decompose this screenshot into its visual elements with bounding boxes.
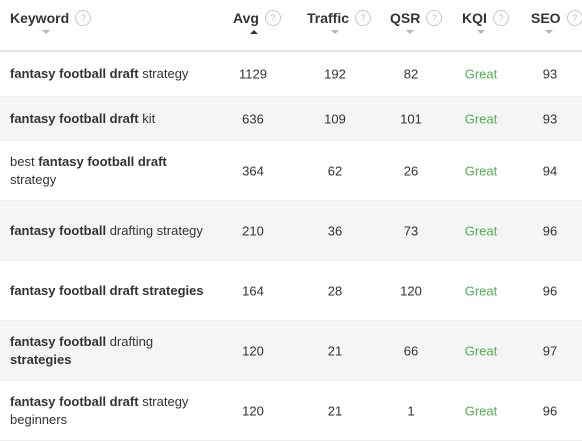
keyword-text-part: best (10, 153, 39, 169)
keyword-cell[interactable]: fantasy football draft kit (10, 110, 210, 128)
keyword-text-part: fantasy football draft (38, 153, 167, 169)
traffic-cell: 21 (327, 343, 343, 358)
avg-cell: 164 (242, 283, 264, 298)
kqi-cell: Great (464, 343, 498, 358)
table-row[interactable]: fantasy football draft strategies 164 28 12… (0, 261, 582, 321)
avg-cell: 210 (242, 223, 264, 238)
traffic-cell: 62 (327, 163, 343, 178)
help-icon[interactable]: ? (566, 10, 582, 26)
column-label: QSR (390, 10, 421, 26)
seo-cell: 97 (542, 343, 558, 358)
traffic-cell: 36 (327, 223, 343, 238)
column-label: Avg (233, 10, 259, 26)
keyword-cell[interactable]: fantasy football draft strategy (10, 65, 210, 83)
keyword-text-part: fantasy football draft (10, 66, 139, 81)
avg-cell: 1129 (239, 66, 267, 82)
keyword-text-part: strategy (138, 66, 189, 81)
table-body: fantasy football draft strategy 1129 192 82… (0, 52, 582, 441)
column-label: KQI (462, 10, 487, 26)
sort-arrow-icon[interactable] (42, 30, 50, 34)
qsr-cell: 73 (403, 223, 419, 238)
keyword-text-part: strategy beginners (10, 393, 189, 427)
keyword-cell[interactable]: fantasy football drafting strategy (10, 222, 210, 240)
keyword-text-part: strategies (10, 351, 72, 367)
kqi-cell: Great (464, 111, 498, 126)
help-icon[interactable]: ? (75, 10, 92, 26)
help-icon[interactable]: ? (264, 10, 281, 26)
seo-cell: 93 (542, 111, 558, 126)
traffic-cell: 192 (324, 66, 346, 82)
keyword-text-part: drafting (106, 333, 154, 349)
column-label: SEO (531, 10, 561, 26)
qsr-cell: 101 (400, 111, 422, 126)
keyword-cell[interactable]: fantasy football drafting strategies (10, 333, 210, 369)
keyword-cell[interactable]: fantasy football draft strategy beginner… (10, 393, 210, 429)
keyword-text-part: fantasy football (10, 333, 107, 349)
kqi-cell: Great (464, 223, 498, 238)
kqi-cell: Great (464, 66, 498, 82)
seo-cell: 96 (542, 283, 558, 298)
keyword-text-part: fantasy football draft (10, 110, 139, 126)
sort-arrow-icon[interactable] (331, 30, 339, 34)
column-header-avg[interactable]: Avg ? (233, 10, 281, 26)
table-row[interactable]: fantasy football draft strategy beginner… (0, 381, 582, 441)
kqi-cell: Great (464, 403, 498, 418)
help-icon[interactable]: ? (426, 10, 443, 26)
column-header-keyword[interactable]: Keyword ? (10, 10, 92, 26)
keyword-cell[interactable]: best fantasy football draft strategy (10, 153, 210, 189)
table-row[interactable]: fantasy football drafting strategy 210 36 7… (0, 201, 582, 261)
help-icon[interactable]: ? (492, 10, 509, 26)
sort-arrow-icon[interactable] (406, 30, 414, 34)
column-header-traffic[interactable]: Traffic ? (307, 10, 372, 26)
help-icon[interactable]: ? (355, 10, 372, 26)
avg-cell: 120 (242, 403, 264, 418)
keyword-text-part: kit (138, 110, 156, 126)
qsr-cell: 1 (407, 403, 415, 418)
seo-cell: 96 (542, 403, 558, 418)
avg-cell: 120 (242, 343, 264, 358)
seo-cell: 93 (542, 66, 558, 82)
keyword-text-part: strategy (10, 171, 57, 187)
traffic-cell: 109 (324, 111, 346, 126)
table-row[interactable]: fantasy football draft kit 636 109 101 Great… (0, 97, 582, 141)
avg-cell: 364 (242, 163, 264, 178)
column-header-seo[interactable]: SEO ? (531, 10, 582, 26)
traffic-cell: 28 (327, 283, 343, 298)
qsr-cell: 66 (403, 343, 419, 358)
seo-cell: 94 (542, 163, 558, 178)
kqi-cell: Great (464, 163, 498, 178)
seo-cell: 96 (542, 223, 558, 238)
table-row[interactable]: fantasy football draft strategy 1129 192 82… (0, 52, 582, 97)
keyword-text-part: drafting strategy (106, 222, 203, 238)
avg-cell: 636 (242, 111, 264, 126)
keyword-text-part: fantasy football draft strategies (10, 282, 204, 298)
column-label: Keyword (10, 10, 70, 26)
column-header-kqi[interactable]: KQI ? (462, 10, 509, 26)
column-header-qsr[interactable]: QSR ? (390, 10, 443, 26)
qsr-cell: 82 (403, 66, 419, 82)
qsr-cell: 120 (400, 283, 422, 298)
keyword-text-part: fantasy football (10, 222, 107, 238)
sort-arrow-icon[interactable] (250, 30, 258, 34)
column-label: Traffic (307, 10, 350, 26)
table-row[interactable]: fantasy football drafting strategies 120 2… (0, 321, 582, 381)
kqi-cell: Great (464, 283, 498, 298)
sort-arrow-icon[interactable] (477, 30, 485, 34)
keyword-text-part: fantasy football draft (10, 393, 139, 409)
keyword-cell[interactable]: fantasy football draft strategies (10, 282, 210, 300)
traffic-cell: 21 (327, 403, 343, 418)
table-row[interactable]: best fantasy football draft strategy 364 6… (0, 141, 582, 201)
table-header: Keyword ? Avg ? Traffic ? QSR ? KQI ? SE… (0, 0, 582, 52)
sort-arrow-icon[interactable] (545, 30, 553, 34)
qsr-cell: 26 (403, 163, 419, 178)
